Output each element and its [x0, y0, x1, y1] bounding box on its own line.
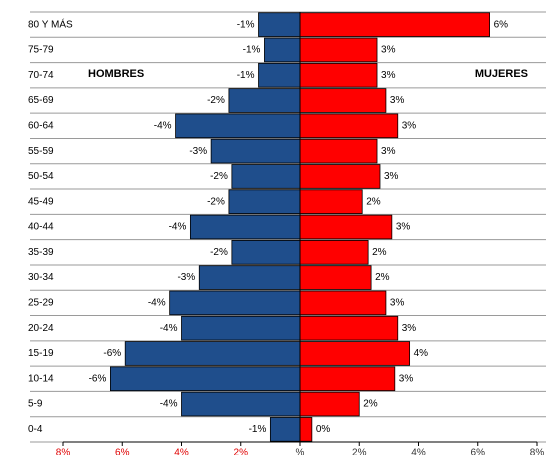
value-label: 6% [494, 19, 509, 30]
value-label: 0% [316, 424, 331, 435]
bar [299, 164, 381, 189]
bar [181, 391, 301, 417]
bar [299, 189, 363, 214]
bar [299, 138, 378, 164]
value-label: -2% [207, 95, 225, 106]
value-label: 2% [375, 272, 390, 283]
value-label: 4% [414, 348, 429, 359]
bar [299, 62, 378, 88]
bar [258, 62, 301, 88]
category-label: 80 Y MÁS [28, 17, 73, 30]
x-tick-label: 2% [352, 448, 367, 455]
value-label: 3% [402, 323, 417, 334]
category-label: 60-64 [28, 120, 54, 131]
category-label: 20-24 [28, 323, 54, 334]
value-label: -1% [243, 45, 261, 56]
value-label: 3% [402, 120, 417, 131]
value-label: 3% [390, 95, 405, 106]
value-label: 3% [381, 45, 396, 56]
bar [124, 341, 301, 366]
bar [269, 417, 301, 442]
x-tick-label: 8% [56, 448, 71, 455]
bar [231, 240, 301, 265]
bar [110, 366, 301, 392]
bar [299, 214, 393, 240]
category-label: 70-74 [28, 70, 54, 81]
value-label: -2% [207, 196, 225, 207]
value-label: -1% [237, 70, 255, 81]
bar [299, 315, 399, 341]
x-tick-label: 6% [471, 448, 486, 455]
bar [299, 290, 387, 316]
bar [228, 189, 301, 214]
category-label: 30-34 [28, 272, 54, 283]
category-label: 25-29 [28, 298, 54, 309]
value-label: -4% [160, 399, 178, 410]
x-tick-label: 4% [411, 448, 426, 455]
bar [299, 391, 360, 417]
value-label: 3% [396, 222, 411, 233]
bar [210, 138, 301, 164]
value-label: -6% [103, 348, 121, 359]
value-label: -3% [189, 146, 207, 157]
category-label: 0-4 [28, 424, 43, 435]
bar [299, 88, 387, 113]
value-label: -2% [210, 247, 228, 258]
bar [299, 240, 369, 265]
bar [299, 265, 372, 290]
x-tick-label: 6% [115, 448, 130, 455]
x-tick-label: 2% [234, 448, 249, 455]
value-label: 2% [372, 247, 387, 258]
x-tick-label: % [296, 448, 305, 455]
category-label: 35-39 [28, 247, 54, 258]
category-label: 65-69 [28, 95, 54, 106]
value-label: -4% [148, 298, 166, 309]
category-label: 55-59 [28, 146, 54, 157]
bar [299, 113, 399, 139]
value-label: 3% [399, 373, 414, 384]
bar [198, 265, 301, 290]
bar [299, 341, 411, 366]
bar [264, 37, 301, 63]
bar [231, 164, 301, 189]
value-label: 3% [390, 298, 405, 309]
value-label: -3% [177, 272, 195, 283]
bar [299, 366, 396, 392]
series-label: HOMBRES [88, 68, 144, 80]
value-label: -1% [237, 19, 255, 30]
value-label: 2% [363, 399, 378, 410]
category-label: 50-54 [28, 171, 54, 182]
value-label: -4% [169, 222, 187, 233]
bar [169, 290, 301, 316]
bar [181, 315, 301, 341]
category-label: 15-19 [28, 348, 54, 359]
bar [258, 12, 301, 37]
value-label: 2% [366, 196, 381, 207]
bar [175, 113, 301, 139]
value-label: -1% [249, 424, 267, 435]
value-label: -6% [89, 373, 107, 384]
value-label: 3% [381, 146, 396, 157]
x-tick-label: 4% [174, 448, 189, 455]
value-label: 3% [384, 171, 399, 182]
bar [299, 417, 313, 442]
bar [299, 12, 491, 37]
bar [228, 88, 301, 113]
category-label: 5-9 [28, 399, 43, 410]
value-label: -4% [160, 323, 178, 334]
category-label: 75-79 [28, 45, 54, 56]
series-label: MUJERES [475, 68, 528, 80]
value-label: -2% [210, 171, 228, 182]
x-tick-label: 8% [530, 448, 545, 455]
category-label: 45-49 [28, 196, 54, 207]
category-label: 40-44 [28, 222, 54, 233]
value-label: -4% [154, 120, 172, 131]
category-label: 10-14 [28, 373, 54, 384]
bar [299, 37, 378, 63]
value-label: 3% [381, 70, 396, 81]
bar [189, 214, 301, 240]
